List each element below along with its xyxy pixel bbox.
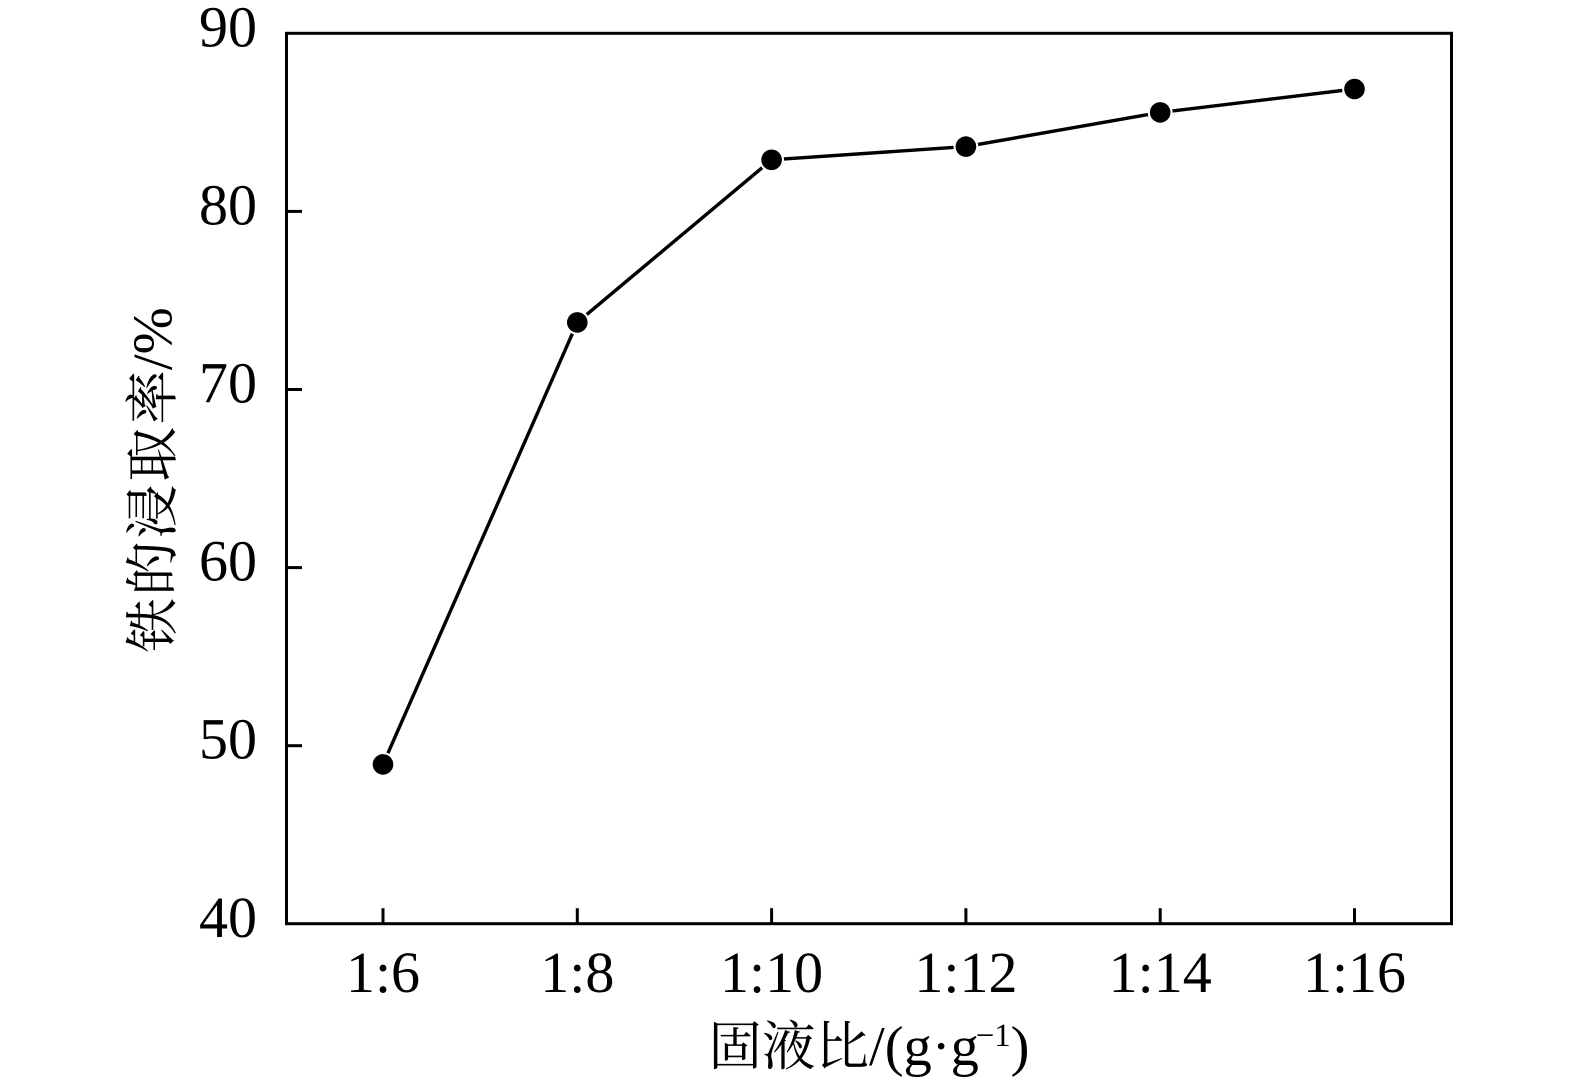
svg-text:50: 50 xyxy=(199,707,257,772)
svg-text:/(g·g: /(g·g xyxy=(869,1016,979,1078)
svg-text:90: 90 xyxy=(199,0,257,59)
svg-text:1:16: 1:16 xyxy=(1303,940,1406,1005)
svg-text:40: 40 xyxy=(199,885,257,950)
svg-text:1:10: 1:10 xyxy=(720,940,823,1005)
svg-text:60: 60 xyxy=(199,529,257,594)
svg-text:1:12: 1:12 xyxy=(914,940,1017,1005)
svg-text:1:14: 1:14 xyxy=(1109,940,1212,1005)
svg-text:80: 80 xyxy=(199,172,257,237)
svg-text:−1: −1 xyxy=(976,1018,1011,1054)
svg-text:): ) xyxy=(1011,1016,1030,1078)
svg-text:70: 70 xyxy=(199,351,257,416)
svg-text:/%: /% xyxy=(123,307,185,370)
svg-text:1:6: 1:6 xyxy=(346,940,420,1005)
svg-text:1:8: 1:8 xyxy=(540,940,614,1005)
